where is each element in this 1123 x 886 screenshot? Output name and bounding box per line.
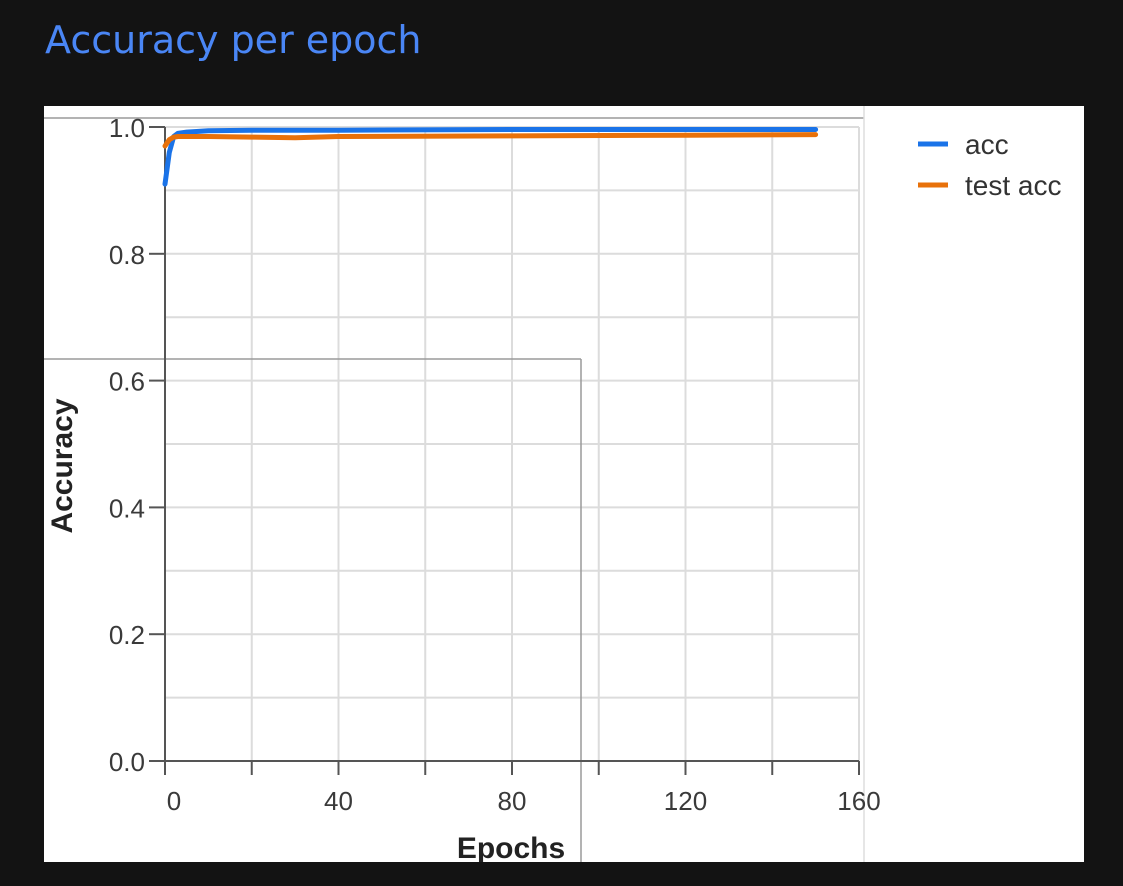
- x-axis-title: Epochs: [457, 832, 565, 862]
- y-tick-label: 0.4: [109, 493, 145, 523]
- grid: [164, 126, 860, 762]
- page-title: Accuracy per epoch: [45, 18, 422, 62]
- legend: acc test acc: [918, 129, 1061, 201]
- x-tick-label: 80: [498, 786, 527, 816]
- accuracy-chart: 0 40 80 120 160 0.0 0.2 0.4 0.6 0.8 1.0 Epochs Acc…: [44, 106, 1061, 862]
- legend-label: test acc: [965, 170, 1061, 201]
- y-tick-label: 1.0: [109, 113, 145, 143]
- x-tick-label: 0: [167, 786, 181, 816]
- y-tick-label: 0.8: [109, 240, 145, 270]
- panel-borders: [44, 106, 865, 862]
- x-tick-label: 40: [324, 786, 353, 816]
- y-axis-title: Accuracy: [46, 398, 79, 533]
- legend-label: acc: [965, 129, 1009, 160]
- series-line-test-acc: [162, 132, 819, 149]
- x-tick-label: 160: [837, 786, 880, 816]
- chart-panel: 0 40 80 120 160 0.0 0.2 0.4 0.6 0.8 1.0 Epochs Acc…: [44, 106, 1084, 862]
- axes: 0 40 80 120 160 0.0 0.2 0.4 0.6 0.8 1.0: [109, 113, 881, 816]
- series-lines: [162, 127, 819, 187]
- y-tick-label: 0.6: [109, 367, 145, 397]
- series-line-acc: [162, 127, 819, 187]
- y-tick-label: 0.0: [109, 747, 145, 777]
- x-tick-label: 120: [664, 786, 707, 816]
- y-tick-label: 0.2: [109, 620, 145, 650]
